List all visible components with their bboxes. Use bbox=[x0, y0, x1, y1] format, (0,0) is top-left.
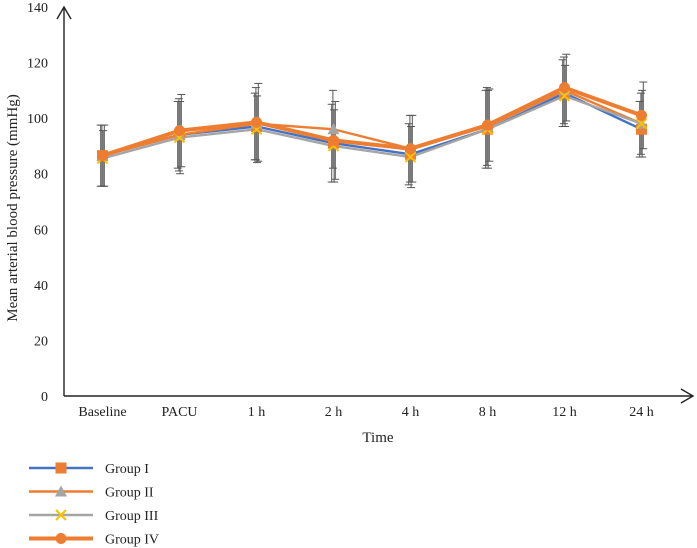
series-line-group-iv bbox=[101, 85, 643, 158]
x-axis-title: Time bbox=[362, 430, 393, 446]
x-tick-label: 24 h bbox=[629, 405, 654, 420]
x-tick-label: 8 h bbox=[479, 405, 497, 420]
axes bbox=[56, 5, 695, 404]
legend-item: Group I bbox=[29, 462, 149, 477]
series-lines bbox=[101, 85, 643, 160]
legend-label: Group I bbox=[105, 462, 149, 477]
legend-marker bbox=[55, 533, 67, 544]
marker-group-iv bbox=[482, 119, 493, 131]
marker-group-iv bbox=[405, 143, 416, 155]
marker-group-iv bbox=[636, 109, 647, 121]
y-tick-label: 140 bbox=[27, 1, 48, 16]
x-tick-labels: Baseline PACU 1 h 2 h 4 h 8 h 12 h 24 h bbox=[78, 405, 653, 420]
legend-label: Group IV bbox=[105, 533, 159, 548]
series-markers bbox=[96, 82, 648, 165]
y-tick-labels: 0 20 40 60 80 100 120 140 bbox=[27, 1, 48, 405]
legend-marker bbox=[55, 462, 67, 474]
x-tick-label: 12 h bbox=[552, 405, 577, 420]
y-tick-label: 100 bbox=[27, 112, 48, 127]
legend-label: Group II bbox=[105, 486, 154, 501]
y-tick-label: 120 bbox=[27, 57, 48, 72]
y-axis-arrow bbox=[56, 5, 72, 20]
legend-item: Group III bbox=[29, 509, 159, 524]
x-tick-label: 4 h bbox=[402, 405, 420, 420]
y-axis-title: Mean arterial blood pressure (mmHg) bbox=[5, 94, 21, 321]
x-tick-label: 1 h bbox=[248, 405, 266, 420]
marker-group-iii bbox=[404, 151, 417, 163]
marker-group-iv bbox=[174, 125, 185, 137]
x-tick-label: Baseline bbox=[78, 405, 126, 420]
legend-item: Group II bbox=[29, 485, 154, 501]
marker-group-iii bbox=[635, 117, 648, 130]
y-tick-label: 60 bbox=[34, 223, 48, 238]
error-bars bbox=[96, 53, 648, 189]
legend: Group I Group II Group III Group IV bbox=[29, 462, 159, 548]
y-tick-label: 80 bbox=[34, 168, 48, 183]
y-tick-label: 20 bbox=[34, 334, 48, 349]
x-axis-arrow bbox=[680, 388, 695, 404]
marker-group-iv bbox=[559, 82, 570, 94]
marker-group-iv bbox=[97, 150, 108, 162]
legend-marker bbox=[55, 485, 67, 497]
y-tick-label: 40 bbox=[34, 279, 48, 294]
marker-group-ii bbox=[327, 123, 340, 135]
legend-marker bbox=[55, 509, 67, 521]
x-tick-label: 2 h bbox=[325, 405, 343, 420]
series-line-group-ii bbox=[102, 89, 642, 157]
marker-group-iv bbox=[328, 134, 339, 146]
y-tick-label: 0 bbox=[41, 390, 48, 405]
marker-group-iv bbox=[251, 116, 262, 128]
legend-item: Group IV bbox=[29, 533, 159, 548]
legend-label: Group III bbox=[105, 509, 159, 524]
marker-group-i bbox=[636, 123, 647, 135]
marker-group-iii bbox=[558, 90, 571, 102]
x-tick-label: PACU bbox=[161, 405, 197, 420]
series-line-group-iii bbox=[102, 94, 642, 160]
marker-group-i bbox=[405, 148, 416, 160]
